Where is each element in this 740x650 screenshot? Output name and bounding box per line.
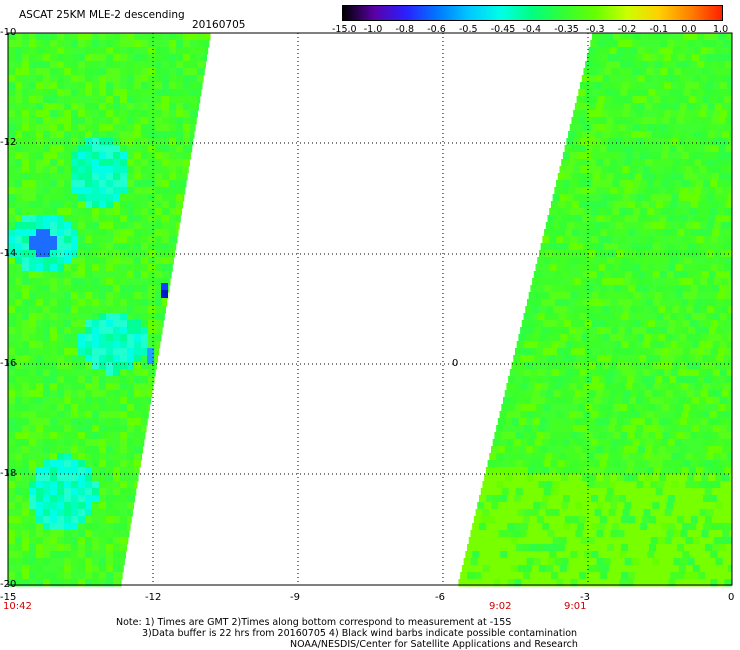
colorbar-tick-label: -0.1 — [649, 24, 669, 35]
swath-left — [8, 33, 211, 587]
x-tick-label: -12 — [145, 592, 162, 603]
contamination-marker: 0 — [452, 358, 458, 369]
colorbar-tick-label: -0.3 — [586, 24, 605, 35]
colorbar-tick-label: -0.4 — [522, 24, 542, 35]
y-tick-label: -12 — [0, 137, 17, 148]
x-tick-label: -9 — [290, 592, 300, 603]
colorbar-tick-label: -1.0 — [363, 24, 383, 35]
time-label-right: 9:01 — [564, 601, 587, 612]
note-line-2: 3)Data buffer is 22 hrs from 20160705 4)… — [142, 628, 578, 639]
x-tick-label: -15 — [0, 592, 17, 603]
colorbar-tick-label: 1.0 — [713, 24, 729, 35]
time-label-middle: 9:02 — [489, 601, 512, 612]
y-tick-label: -10 — [0, 27, 17, 38]
map-date: 20160705 — [192, 19, 246, 31]
note-line-3: NOAA/NESDIS/Center for Satellite Applica… — [290, 639, 578, 650]
map-frame — [7, 32, 733, 586]
y-tick-label: -16 — [0, 358, 17, 369]
y-tick-label: -20 — [0, 579, 17, 590]
colorbar-tick-label: -0.5 — [459, 24, 478, 35]
grid-lines — [8, 33, 732, 585]
colorbar-tick-label: -0.35 — [554, 24, 579, 35]
time-label-left: 10:42 — [3, 601, 32, 612]
x-tick-label: 0 — [728, 592, 735, 603]
swath-right — [458, 33, 732, 587]
colorbar-tick-label: 0.0 — [681, 24, 697, 35]
x-tick-label: -3 — [580, 592, 590, 603]
map-title: ASCAT 25KM MLE-2 descending — [19, 9, 185, 21]
colorbar-tick-label: -0.2 — [617, 24, 637, 35]
colorbar-tick-label: -0.8 — [395, 24, 415, 35]
x-tick-label: -6 — [435, 592, 445, 603]
colorbar-tick-label: -0.45 — [490, 24, 516, 35]
y-tick-label: -14 — [0, 248, 17, 259]
colorbar — [342, 5, 723, 21]
colorbar-tick-label: -0.6 — [427, 24, 446, 35]
colorbar-tick-label: -15.0 — [332, 24, 357, 35]
y-tick-label: -18 — [0, 468, 17, 479]
note-line-1: Note: 1) Times are GMT 2)Times along bot… — [116, 617, 512, 628]
